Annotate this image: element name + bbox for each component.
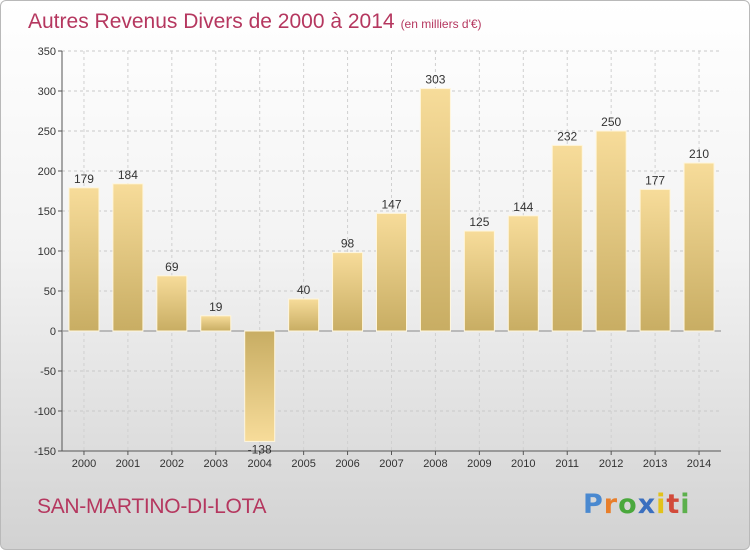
- bar-2006: [332, 252, 364, 332]
- y-tick-label: 50: [44, 286, 56, 298]
- y-tick-label: 300: [38, 86, 56, 98]
- y-tick-label: 200: [38, 166, 56, 178]
- y-tick-label: 150: [38, 206, 56, 218]
- data-label: -138: [248, 442, 272, 456]
- bar-2005: [288, 298, 320, 332]
- x-tick-label: 2011: [555, 458, 579, 470]
- x-tick-label: 2008: [423, 458, 447, 470]
- y-tick-label: 0: [50, 326, 56, 338]
- bar-2012: [595, 130, 627, 332]
- data-label: 147: [381, 197, 401, 211]
- brand-letter: i: [680, 489, 691, 520]
- x-tick-label: 2012: [599, 458, 623, 470]
- chart-title-block: Autres Revenus Divers de 2000 à 2014 (en …: [28, 10, 482, 34]
- y-tick-label: -100: [34, 406, 56, 418]
- chart-subtitle: (en milliers d'€): [400, 17, 482, 31]
- x-tick-label: 2007: [379, 458, 403, 470]
- axes: -150 -100 -50 0 50 100 150 200 250 300 350 2000 2001…: [34, 46, 721, 470]
- y-tick-label: 250: [38, 126, 56, 138]
- data-label: 177: [645, 173, 665, 187]
- bar-2008: [419, 88, 451, 332]
- bar-2011: [551, 144, 583, 332]
- x-tick-label: 2003: [204, 458, 228, 470]
- data-label: 179: [74, 172, 94, 186]
- bar-2000: [68, 187, 100, 332]
- data-label: 184: [118, 168, 138, 182]
- x-tick-label: 2000: [72, 458, 96, 470]
- bar-2004: [244, 330, 276, 442]
- brand-logo: Proxiti: [583, 489, 691, 520]
- bar-2001: [112, 183, 144, 332]
- bar-2010: [507, 215, 539, 332]
- data-label: 250: [601, 115, 621, 129]
- data-label: 19: [209, 300, 223, 314]
- x-tick-label: 2009: [467, 458, 491, 470]
- data-label: 69: [165, 260, 179, 274]
- x-tick-label: 2014: [687, 458, 711, 470]
- data-label: 210: [689, 147, 709, 161]
- data-label: 144: [513, 200, 533, 214]
- x-tick-label: 2010: [511, 458, 535, 470]
- data-label: 125: [469, 215, 489, 229]
- brand-letter: r: [603, 489, 619, 520]
- bar-2003: [200, 315, 232, 332]
- data-label: 303: [425, 73, 445, 87]
- y-tick-label: -50: [40, 366, 56, 378]
- y-tick-label: 100: [38, 246, 56, 258]
- data-label: 40: [297, 283, 311, 297]
- x-tick-label: 2004: [247, 458, 271, 470]
- bar-2009: [463, 230, 495, 332]
- x-tick-label: 2013: [643, 458, 667, 470]
- bar-2002: [156, 275, 188, 332]
- data-labels: 179 184 69 19 -138 40 98 147 303 125 144 232 250 177 2…: [74, 73, 709, 457]
- chart-title: Autres Revenus Divers de 2000 à 2014: [28, 10, 395, 33]
- y-tick-label: 350: [38, 46, 56, 58]
- brand-letter: t: [666, 489, 681, 520]
- bar-2007: [376, 212, 407, 332]
- x-tick-label: 2002: [160, 458, 184, 470]
- x-tick-label: 2001: [116, 458, 140, 470]
- data-label: 232: [557, 129, 577, 143]
- bar-2013: [639, 188, 671, 332]
- bars: [68, 88, 715, 442]
- brand-letter: x: [637, 489, 657, 520]
- location-name: SAN-MARTINO-DI-LOTA: [37, 495, 267, 518]
- bar-2014: [683, 162, 715, 332]
- brand-letter: o: [618, 489, 638, 520]
- brand-letter: P: [583, 489, 604, 520]
- x-tick-label: 2006: [335, 458, 359, 470]
- brand-letter: i: [656, 489, 667, 520]
- data-label: 98: [341, 237, 355, 251]
- y-tick-label: -150: [34, 446, 56, 458]
- x-tick-label: 2005: [291, 458, 315, 470]
